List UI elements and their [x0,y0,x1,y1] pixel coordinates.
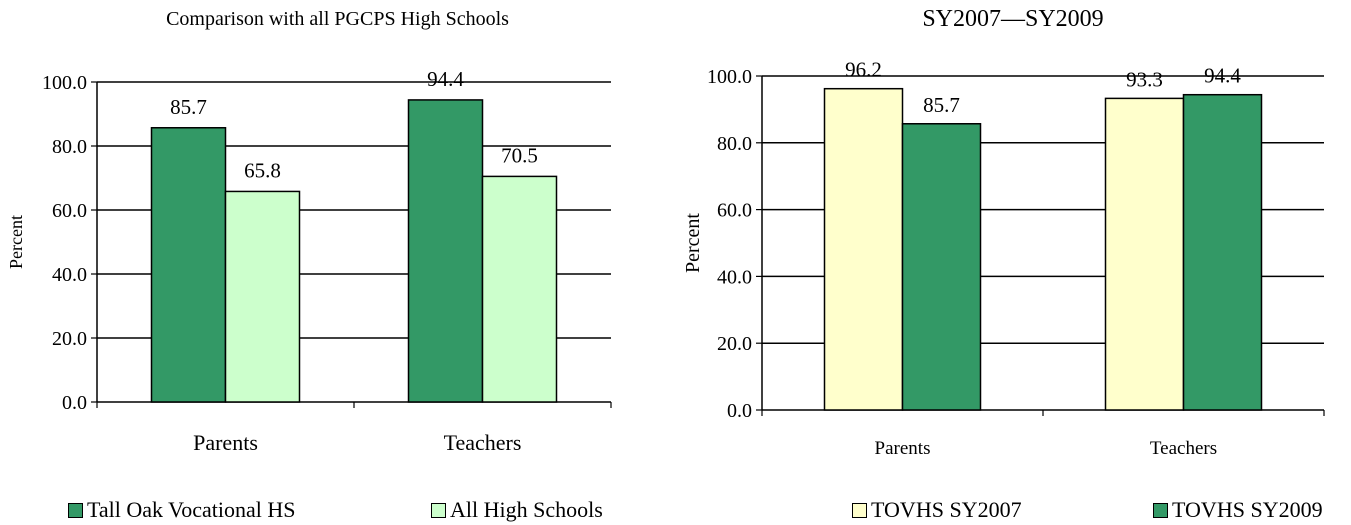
legend-label: All High Schools [450,497,603,522]
legend-swatch [1153,502,1168,518]
data-label: 85.7 [170,95,207,119]
x-tick-label: Teachers [444,430,522,455]
legend-label: TOVHS SY2007 [871,497,1022,522]
y-axis-label: Percent [682,213,704,273]
bar-chart-left: 0.0 20.0 40.0 60.0 80.0 100.0 Percent 85.7 65.8 P… [6,67,612,455]
data-label: 93.3 [1126,67,1163,91]
data-label: 70.5 [501,143,538,167]
y-tick-label: 0.0 [727,400,752,422]
x-tick-label: Parents [875,438,931,459]
chart-title: SY2007—SY2009 [922,6,1104,32]
chart-right: SY2007—SY2009 0.0 20.0 40.0 60.0 80.0 100.0 Pe… [675,0,1351,525]
bar [823,87,904,411]
legend-item-tovhs-sy2007: TOVHS SY2007 [852,497,1022,523]
data-label: 94.4 [427,67,464,91]
y-axis-label: Percent [6,215,26,269]
x-tick-label: Parents [193,430,258,455]
bar [1104,97,1185,411]
legend-swatch [68,502,83,518]
legend-swatch [431,502,446,518]
legend-label: Tall Oak Vocational HS [87,497,296,522]
data-label: 85.7 [923,93,960,117]
data-label: 94.4 [1204,64,1241,88]
legend-item-tovhs-sy2009: TOVHS SY2009 [1153,497,1323,523]
y-tick-label: 20.0 [717,333,752,355]
bar [481,175,558,403]
chart-left: Comparison with all PGCPS High Schools 0… [0,0,675,525]
bar-chart-right: 0.0 20.0 40.0 60.0 80.0 100.0 Percent 96.2 85.7 P… [682,58,1325,459]
data-label: 96.2 [845,58,882,82]
chart-title: Comparison with all PGCPS High Schools [166,8,509,30]
bar [224,190,301,403]
legend-item-tall-oak: Tall Oak Vocational HS [68,497,295,523]
bar [1182,93,1263,411]
y-tick-label: 60.0 [52,200,87,222]
x-tick-label: Teachers [1150,438,1217,459]
y-tick-label: 100.0 [707,66,752,88]
y-tick-label: 60.0 [717,200,752,222]
bar [407,99,484,403]
y-tick-label: 100.0 [42,72,87,94]
y-tick-label: 20.0 [52,328,87,350]
data-label: 65.8 [244,158,281,182]
y-tick-label: 40.0 [52,264,87,286]
legend-swatch [852,502,867,518]
bar [901,123,982,411]
y-tick-label: 80.0 [717,133,752,155]
y-tick-label: 0.0 [62,392,87,414]
bar [150,127,227,403]
legend-item-all-high-schools: All High Schools [431,497,603,523]
y-tick-label: 80.0 [52,136,87,158]
legend-label: TOVHS SY2009 [1172,497,1323,522]
y-tick-label: 40.0 [717,266,752,288]
